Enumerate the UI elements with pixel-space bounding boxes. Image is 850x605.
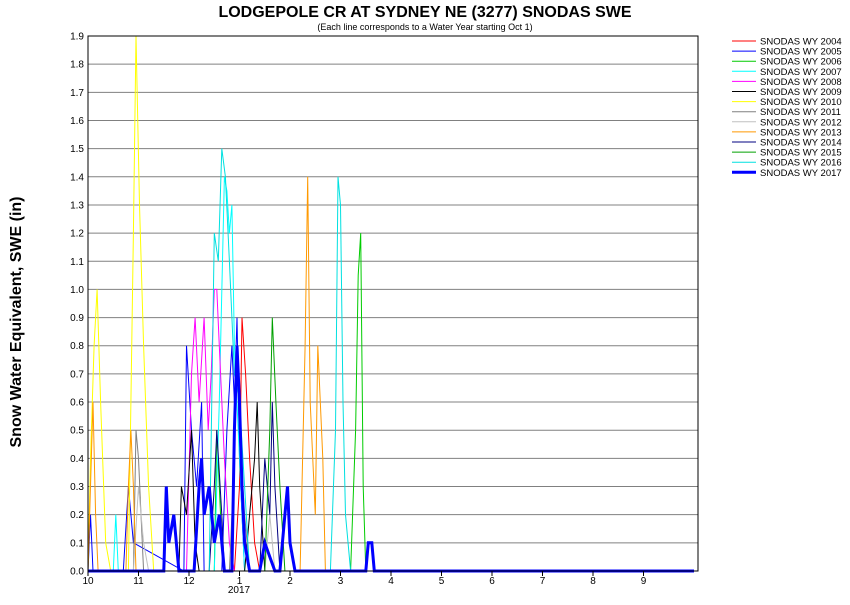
legend-label: SNODAS WY 2008 — [760, 77, 842, 88]
legend-label: SNODAS WY 2010 — [760, 97, 842, 108]
y-tick-label: 0.7 — [70, 369, 84, 380]
legend-label: SNODAS WY 2014 — [760, 138, 842, 149]
legend-label: SNODAS WY 2013 — [760, 127, 842, 138]
series-line — [87, 317, 246, 572]
y-tick-label: 1.8 — [70, 60, 84, 71]
y-axis-ticks: 0.0 0.1 0.2 0.3 0.4 0.5 0.6 0.7 0.8 0.9 1.0 1.1 1.2 1… — [70, 32, 84, 578]
x-axis-ticks: 10 11 12 1 2 3 4 5 6 7 8 9 — [82, 571, 647, 587]
y-tick-label: 1.1 — [70, 257, 84, 268]
y-tick-label: 1.6 — [70, 116, 84, 127]
y-tick-label: 1.0 — [70, 285, 84, 296]
y-tick-label: 0.0 — [70, 567, 84, 578]
legend-label: SNODAS WY 2009 — [760, 87, 842, 98]
y-tick-label: 0.8 — [70, 341, 84, 352]
y-tick-label: 0.2 — [70, 510, 84, 521]
x-year-label: 2017 — [228, 585, 251, 596]
legend-label: SNODAS WY 2007 — [760, 67, 842, 78]
series-line — [88, 176, 246, 572]
legend-label: SNODAS WY 2006 — [760, 57, 842, 68]
x-tick-label: 8 — [590, 576, 596, 587]
x-tick-label: 12 — [183, 576, 195, 587]
series-line — [88, 486, 276, 572]
legend-label: SNODAS WY 2011 — [760, 107, 841, 118]
series-line — [87, 176, 326, 572]
y-tick-label: 0.9 — [70, 313, 84, 324]
legend-label: SNODAS WY 2015 — [760, 148, 842, 159]
y-tick-label: 1.5 — [70, 144, 84, 155]
x-tick-label: 6 — [489, 576, 495, 587]
legend-label: SNODAS WY 2005 — [760, 47, 842, 58]
plot-area — [88, 36, 698, 571]
y-tick-label: 1.9 — [70, 32, 84, 43]
y-tick-label: 1.3 — [70, 200, 84, 211]
x-tick-label: 7 — [540, 576, 546, 587]
series-line — [88, 317, 261, 572]
y-axis-label: Snow Water Equivalent, SWE (in) — [8, 197, 25, 448]
plot-frame — [87, 35, 699, 572]
y-tick-label: 0.1 — [70, 538, 84, 549]
x-tick-label: 2 — [287, 576, 293, 587]
chart-title: LODGEPOLE CR AT SYDNEY NE (3277) SNODAS … — [218, 4, 631, 21]
legend-label: SNODAS WY 2012 — [760, 117, 842, 128]
y-tick-label: 0.6 — [70, 398, 84, 409]
legend-label: SNODAS WY 2017 — [760, 168, 842, 179]
y-tick-label: 0.3 — [70, 482, 84, 493]
x-tick-label: 1 — [237, 576, 243, 587]
y-tick-label: 1.7 — [70, 88, 84, 99]
x-tick-label: 10 — [82, 576, 94, 587]
y-tick-label: 0.4 — [70, 454, 84, 465]
x-tick-label: 9 — [641, 576, 647, 587]
legend-label: SNODAS WY 2004 — [760, 37, 842, 48]
series-line — [88, 288, 235, 572]
chart-subtitle: (Each line corresponds to a Water Year s… — [317, 22, 532, 32]
y-tick-label: 0.5 — [70, 426, 84, 437]
legend-label: SNODAS WY 2016 — [760, 158, 842, 169]
x-tick-label: 11 — [133, 576, 144, 587]
x-tick-label: 5 — [439, 576, 445, 587]
y-tick-label: 1.2 — [70, 229, 84, 240]
y-tick-label: 1.4 — [70, 172, 84, 183]
x-tick-label: 4 — [388, 576, 394, 587]
x-tick-label: 3 — [338, 576, 344, 587]
